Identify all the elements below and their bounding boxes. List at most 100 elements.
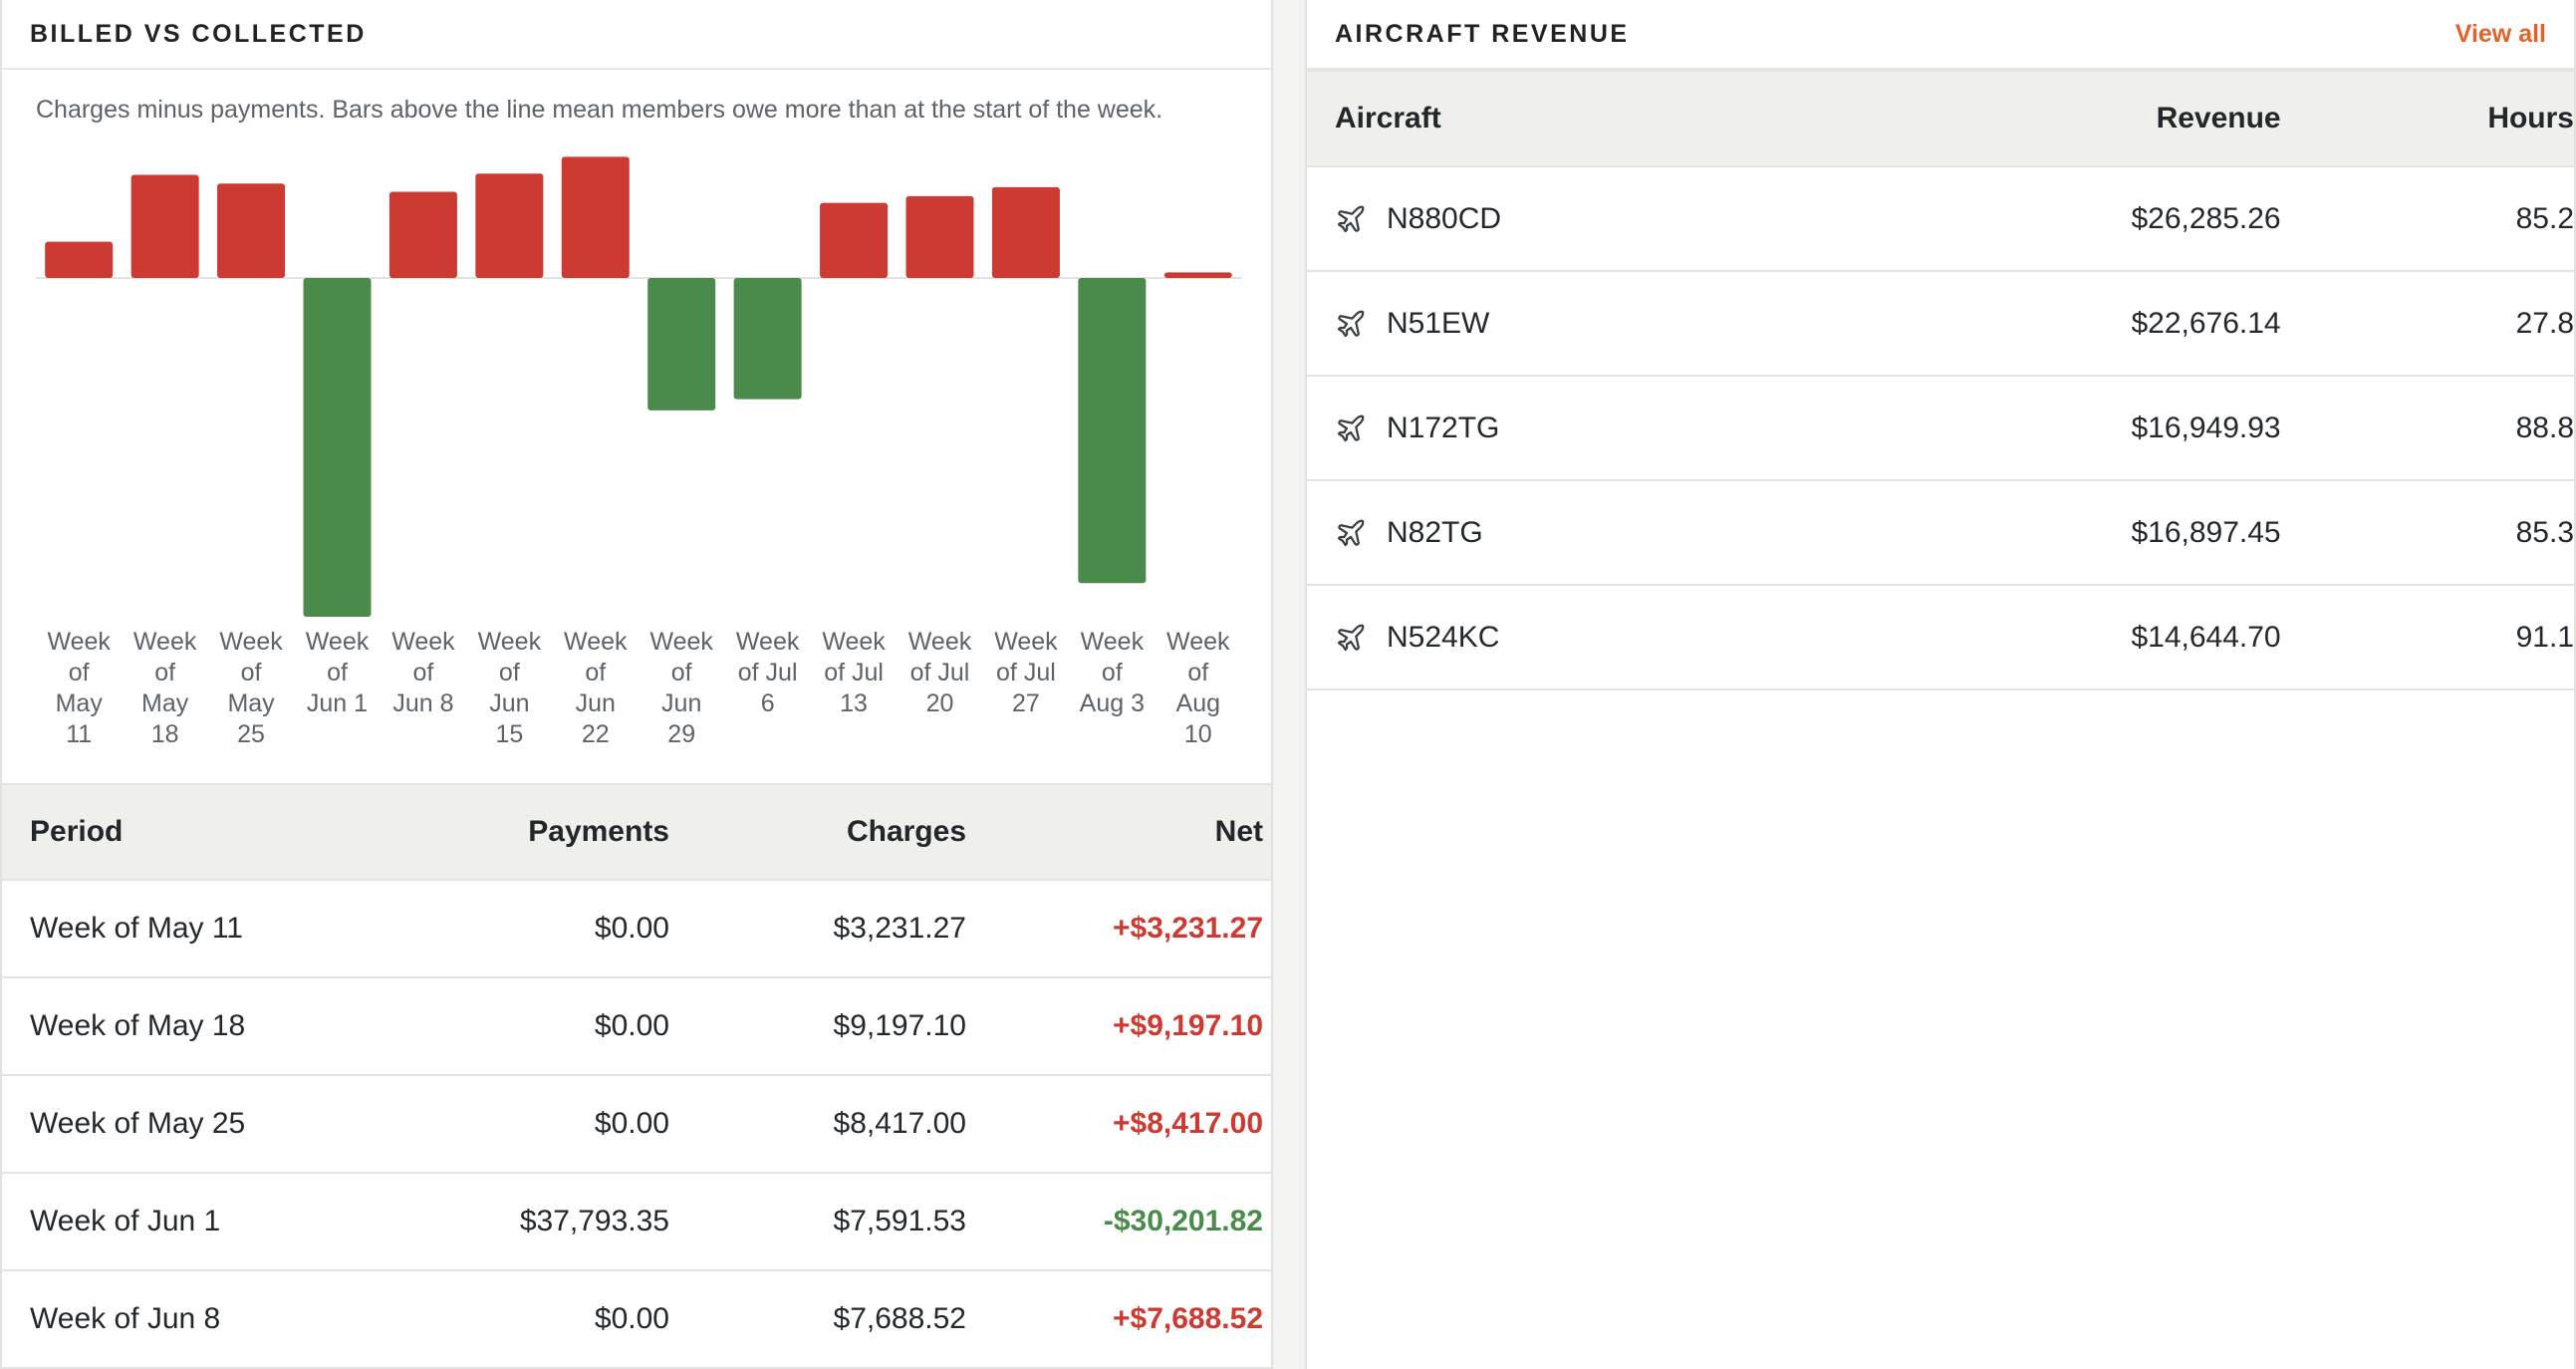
revenue-cell: $16,897.45 bbox=[2131, 515, 2281, 549]
aircraft-table-header: Aircraft Revenue Hours bbox=[1307, 70, 2574, 167]
tail-number: N51EW bbox=[1387, 306, 1490, 340]
tail-number: N172TG bbox=[1387, 411, 1500, 444]
plane-icon bbox=[1335, 203, 1367, 235]
payments-cell: $37,793.35 bbox=[519, 1205, 669, 1237]
plane-icon bbox=[1335, 517, 1367, 549]
chart-bar[interactable] bbox=[1163, 272, 1232, 278]
aircraft-table-row[interactable]: N880CD $26,285.26 85.2 bbox=[1307, 167, 2574, 272]
charges-cell: $7,591.53 bbox=[833, 1205, 966, 1237]
chart-bar[interactable] bbox=[45, 241, 114, 278]
period-cell: Week of May 25 bbox=[30, 1107, 246, 1140]
chart-bar[interactable] bbox=[647, 278, 716, 411]
chart-bar[interactable] bbox=[303, 278, 372, 617]
chart-bar[interactable] bbox=[388, 191, 457, 278]
chart-bar[interactable] bbox=[561, 156, 630, 278]
x-tick-label: Week of May 18 bbox=[133, 628, 197, 748]
payments-cell: $0.00 bbox=[594, 1009, 669, 1042]
chart-bar[interactable] bbox=[217, 183, 286, 278]
aircraft-card-title: AIRCRAFT REVENUE bbox=[1335, 19, 1630, 48]
charges-cell: $8,417.00 bbox=[833, 1107, 966, 1140]
x-tick-label: Week of Jul 27 bbox=[994, 628, 1058, 717]
hours-cell: 85.3 bbox=[2515, 515, 2574, 549]
x-tick-label: Week of May 25 bbox=[219, 628, 283, 748]
plane-icon bbox=[1335, 622, 1367, 654]
chart-bar[interactable] bbox=[475, 173, 544, 278]
period-cell: Week of Jun 1 bbox=[30, 1205, 221, 1237]
plane-icon bbox=[1335, 308, 1367, 340]
x-tick-label: Week of Jun 8 bbox=[391, 628, 455, 717]
col-header-period[interactable]: Period bbox=[30, 815, 124, 848]
x-tick-label: Week of May 11 bbox=[47, 628, 111, 748]
aircraft-table-row[interactable]: N51EW $22,676.14 27.8 bbox=[1307, 272, 2574, 377]
aircraft-table: Aircraft Revenue Hours N880CD $26,285.26 8… bbox=[1307, 70, 2574, 690]
revenue-cell: $22,676.14 bbox=[2131, 306, 2281, 340]
billed-table-header: Period Payments Charges Net bbox=[2, 783, 1271, 881]
col-header-charges[interactable]: Charges bbox=[846, 815, 966, 848]
aircraft-revenue-card: AIRCRAFT REVENUE View all Aircraft Reven… bbox=[1305, 0, 2576, 1369]
x-tick-label: Week of Jun 15 bbox=[478, 628, 542, 748]
aircraft-table-row[interactable]: N172TG $16,949.93 88.8 bbox=[1307, 377, 2574, 481]
revenue-cell: $16,949.93 bbox=[2131, 411, 2281, 444]
chart-bar[interactable] bbox=[1078, 278, 1147, 584]
chart-bar[interactable] bbox=[733, 278, 802, 400]
billed-table: Period Payments Charges Net Week of May … bbox=[2, 783, 1271, 1369]
x-tick-label: Week of Aug 10 bbox=[1166, 628, 1230, 748]
chart-bar[interactable] bbox=[991, 186, 1060, 278]
period-cell: Week of Jun 8 bbox=[30, 1302, 221, 1335]
tail-number: N82TG bbox=[1387, 515, 1483, 549]
aircraft-table-row[interactable]: N82TG $16,897.45 85.3 bbox=[1307, 481, 2574, 586]
x-tick-label: Week of Jul 13 bbox=[822, 628, 886, 717]
col-header-payments[interactable]: Payments bbox=[528, 815, 669, 848]
charges-cell: $3,231.27 bbox=[833, 912, 966, 945]
view-all-link[interactable]: View all bbox=[2454, 19, 2546, 48]
hours-cell: 85.2 bbox=[2515, 201, 2574, 235]
aircraft-cell: N172TG bbox=[1307, 411, 1997, 445]
col-header-aircraft[interactable]: Aircraft bbox=[1335, 102, 1441, 135]
plane-icon bbox=[1335, 412, 1367, 444]
aircraft-cell: N51EW bbox=[1307, 307, 1997, 341]
tail-number: N524KC bbox=[1387, 620, 1500, 654]
net-cell: +$3,231.27 bbox=[1113, 912, 1263, 945]
net-cell: +$7,688.52 bbox=[1113, 1302, 1263, 1335]
x-tick-label: Week of Jun 22 bbox=[564, 628, 628, 748]
net-bar-chart: Week of May 11 Week of May 18 Week of May 25 Week of J… bbox=[36, 156, 1241, 748]
hours-cell: 27.8 bbox=[2515, 306, 2574, 340]
net-cell: +$8,417.00 bbox=[1113, 1107, 1263, 1140]
aircraft-cell: N524KC bbox=[1307, 621, 1997, 655]
billed-card-title: BILLED VS COLLECTED bbox=[30, 19, 367, 48]
chart-bar[interactable] bbox=[820, 202, 889, 278]
chart-bar[interactable] bbox=[905, 195, 974, 278]
billed-table-row[interactable]: Week of May 25 $0.00 $8,417.00 +$8,417.00 bbox=[2, 1076, 1271, 1174]
aircraft-table-row[interactable]: N524KC $14,644.70 91.1 bbox=[1307, 586, 2574, 690]
billed-table-row[interactable]: Week of May 18 $0.00 $9,197.10 +$9,197.10 bbox=[2, 978, 1271, 1076]
aircraft-cell: N82TG bbox=[1307, 516, 1997, 550]
tail-number: N880CD bbox=[1387, 201, 1502, 235]
x-tick-label: Week of Jun 29 bbox=[649, 628, 713, 748]
net-cell: -$30,201.82 bbox=[1103, 1205, 1263, 1237]
billed-table-row[interactable]: Week of May 11 $0.00 $3,231.27 +$3,231.27 bbox=[2, 881, 1271, 978]
hours-cell: 88.8 bbox=[2515, 411, 2574, 444]
x-tick-label: Week of Jul 20 bbox=[908, 628, 972, 717]
revenue-cell: $26,285.26 bbox=[2131, 201, 2281, 235]
chart-subtitle: Charges minus payments. Bars above the l… bbox=[36, 96, 1163, 124]
col-header-hours[interactable]: Hours bbox=[2487, 102, 2574, 135]
x-tick-label: Week of Jul 6 bbox=[736, 628, 800, 717]
chart-bar[interactable] bbox=[130, 174, 199, 278]
billed-vs-collected-card: BILLED VS COLLECTED Charges minus paymen… bbox=[0, 0, 1273, 1369]
payments-cell: $0.00 bbox=[594, 1302, 669, 1335]
billed-table-row[interactable]: Week of Jun 8 $0.00 $7,688.52 +$7,688.52 bbox=[2, 1271, 1271, 1369]
x-tick-label: Week of Aug 3 bbox=[1080, 628, 1145, 717]
aircraft-cell: N880CD bbox=[1307, 202, 1997, 236]
period-cell: Week of May 18 bbox=[30, 1009, 246, 1042]
period-cell: Week of May 11 bbox=[30, 912, 243, 945]
col-header-net[interactable]: Net bbox=[1214, 815, 1263, 848]
net-cell: +$9,197.10 bbox=[1113, 1009, 1263, 1042]
billed-card-header: BILLED VS COLLECTED bbox=[2, 0, 1271, 70]
col-header-revenue[interactable]: Revenue bbox=[2156, 102, 2281, 135]
revenue-cell: $14,644.70 bbox=[2131, 620, 2281, 654]
payments-cell: $0.00 bbox=[594, 1107, 669, 1140]
aircraft-card-header: AIRCRAFT REVENUE View all bbox=[1307, 0, 2574, 70]
x-tick-label: Week of Jun 1 bbox=[306, 628, 370, 717]
billed-table-row[interactable]: Week of Jun 1 $37,793.35 $7,591.53 -$30,201… bbox=[2, 1174, 1271, 1271]
hours-cell: 91.1 bbox=[2515, 620, 2574, 654]
